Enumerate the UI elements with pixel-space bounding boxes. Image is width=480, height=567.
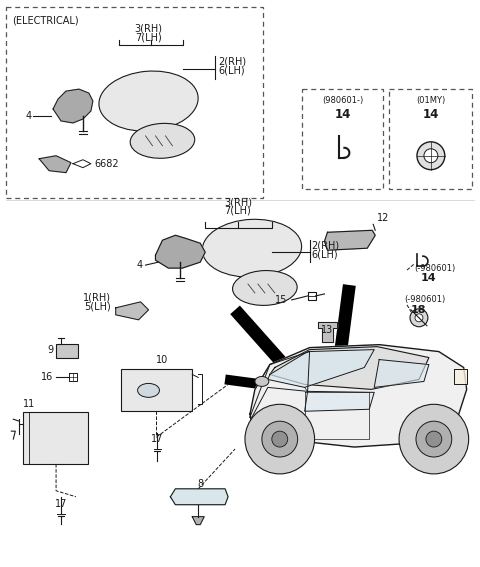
Text: 18: 18 bbox=[411, 305, 427, 315]
Text: 15: 15 bbox=[276, 295, 288, 305]
Polygon shape bbox=[268, 350, 374, 387]
Text: 13: 13 bbox=[322, 325, 334, 335]
Text: 6(LH): 6(LH) bbox=[218, 65, 245, 75]
Text: 5(LH): 5(LH) bbox=[84, 302, 111, 312]
Text: 2(RH): 2(RH) bbox=[312, 240, 340, 250]
Bar bbox=[56, 344, 78, 358]
Text: 17: 17 bbox=[55, 499, 67, 509]
Text: 2(RH): 2(RH) bbox=[218, 56, 246, 66]
Bar bbox=[23, 412, 88, 464]
Text: 7(LH): 7(LH) bbox=[135, 32, 162, 43]
Text: 1(RH): 1(RH) bbox=[83, 293, 111, 303]
Text: 7(LH): 7(LH) bbox=[225, 205, 252, 215]
Text: (980601-): (980601-) bbox=[322, 96, 363, 105]
Text: (ELECTRICAL): (ELECTRICAL) bbox=[12, 15, 79, 26]
Text: 3(RH): 3(RH) bbox=[134, 23, 163, 33]
Circle shape bbox=[399, 404, 468, 474]
Circle shape bbox=[416, 421, 452, 457]
Bar bbox=[389, 89, 472, 189]
Circle shape bbox=[417, 142, 445, 170]
Polygon shape bbox=[156, 235, 205, 268]
Ellipse shape bbox=[255, 376, 269, 386]
Text: 4: 4 bbox=[136, 260, 143, 270]
Circle shape bbox=[410, 309, 428, 327]
Bar bbox=[301, 89, 383, 189]
Polygon shape bbox=[39, 156, 71, 172]
Polygon shape bbox=[270, 346, 429, 390]
Bar bbox=[6, 7, 263, 198]
Ellipse shape bbox=[138, 383, 159, 397]
Text: 14: 14 bbox=[421, 273, 437, 283]
Text: (-980601): (-980601) bbox=[414, 264, 455, 273]
Polygon shape bbox=[454, 370, 467, 384]
Polygon shape bbox=[250, 345, 467, 447]
Circle shape bbox=[245, 404, 314, 474]
Circle shape bbox=[272, 431, 288, 447]
Polygon shape bbox=[230, 306, 312, 396]
Text: 8: 8 bbox=[197, 479, 204, 489]
Polygon shape bbox=[318, 322, 337, 342]
Text: 10: 10 bbox=[156, 354, 168, 365]
Polygon shape bbox=[53, 89, 93, 123]
Text: 14: 14 bbox=[423, 108, 439, 121]
Text: 16: 16 bbox=[41, 373, 53, 383]
Ellipse shape bbox=[232, 270, 297, 306]
Text: 12: 12 bbox=[377, 213, 390, 223]
Polygon shape bbox=[192, 517, 204, 524]
Polygon shape bbox=[324, 230, 375, 250]
Bar bbox=[120, 370, 192, 411]
Text: 11: 11 bbox=[23, 399, 36, 409]
Text: (-980601): (-980601) bbox=[404, 295, 445, 304]
Text: 6682: 6682 bbox=[95, 159, 120, 169]
Polygon shape bbox=[305, 391, 374, 411]
Circle shape bbox=[426, 431, 442, 447]
Ellipse shape bbox=[99, 71, 198, 131]
Text: 14: 14 bbox=[334, 108, 350, 121]
Text: 6(LH): 6(LH) bbox=[312, 249, 338, 259]
Polygon shape bbox=[116, 302, 148, 320]
Polygon shape bbox=[170, 489, 228, 505]
Circle shape bbox=[424, 149, 438, 163]
Text: 9: 9 bbox=[47, 345, 53, 354]
Circle shape bbox=[262, 421, 298, 457]
Text: 17: 17 bbox=[151, 434, 164, 444]
Polygon shape bbox=[374, 359, 429, 387]
Text: (01MY): (01MY) bbox=[416, 96, 445, 105]
Text: 3(RH): 3(RH) bbox=[224, 197, 252, 208]
Ellipse shape bbox=[130, 124, 195, 158]
Polygon shape bbox=[328, 284, 356, 400]
Ellipse shape bbox=[202, 219, 301, 277]
Circle shape bbox=[415, 314, 423, 322]
Text: 4: 4 bbox=[25, 111, 31, 121]
Polygon shape bbox=[225, 375, 300, 394]
